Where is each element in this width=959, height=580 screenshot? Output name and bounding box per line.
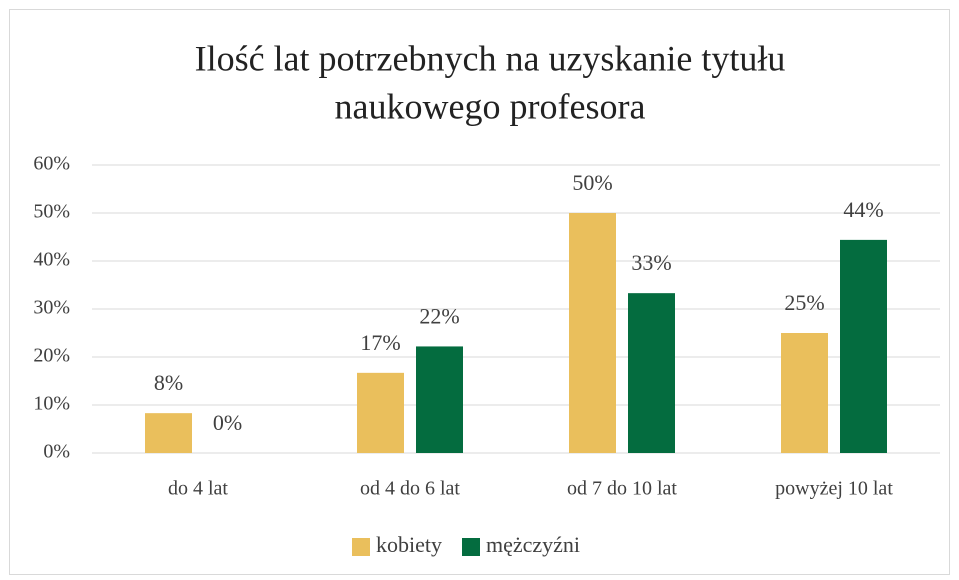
value-label: 25%	[784, 290, 824, 315]
bar	[569, 213, 616, 453]
bar	[416, 346, 463, 453]
y-tick-label: 40%	[33, 249, 70, 271]
bar	[628, 293, 675, 453]
x-tick-label: od 4 do 6 lat	[360, 478, 460, 500]
y-tick-label: 0%	[43, 441, 70, 463]
value-label: 17%	[360, 330, 400, 355]
bar	[145, 413, 192, 453]
y-tick-label: 10%	[33, 393, 70, 415]
y-tick-label: 60%	[33, 153, 70, 175]
value-label: 0%	[213, 410, 242, 435]
bar	[781, 333, 828, 453]
bar	[840, 239, 887, 453]
bar	[357, 372, 404, 453]
y-tick-label: 20%	[33, 345, 70, 367]
legend-label: kobiety	[376, 532, 442, 557]
chart-title: naukowego profesora	[335, 86, 646, 126]
chart-title: Ilość lat potrzebnych na uzyskanie tytuł…	[195, 38, 786, 78]
value-label: 33%	[631, 250, 671, 275]
legend-label: mężczyźni	[486, 532, 580, 557]
chart-frame	[9, 9, 950, 575]
value-label: 44%	[843, 197, 883, 222]
y-tick-label: 50%	[33, 201, 70, 223]
y-tick-label: 30%	[33, 297, 70, 319]
legend-swatch	[352, 538, 370, 556]
legend-swatch	[462, 538, 480, 556]
x-tick-label: do 4 lat	[168, 478, 228, 500]
value-label: 8%	[154, 370, 183, 395]
value-label: 22%	[419, 303, 459, 328]
x-tick-label: od 7 do 10 lat	[567, 478, 677, 500]
x-tick-label: powyżej 10 lat	[775, 478, 893, 500]
value-label: 50%	[572, 170, 612, 195]
